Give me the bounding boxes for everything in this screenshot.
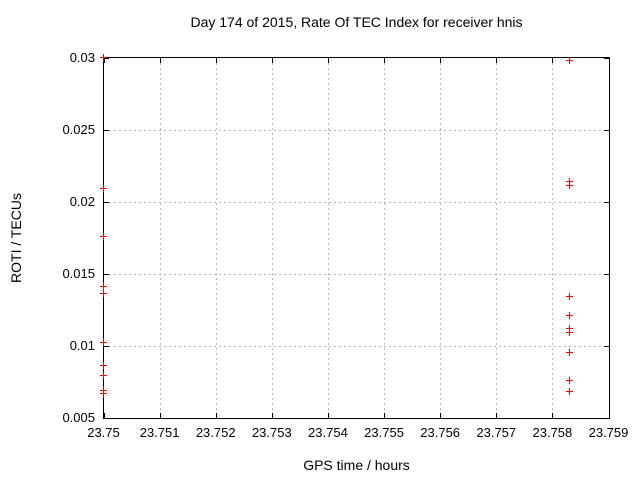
horizontal-gridline	[104, 345, 609, 347]
x-tick-label: 23.752	[195, 425, 236, 440]
x-tick-label: 23.755	[364, 425, 404, 440]
data-point	[565, 349, 573, 357]
x-tick-label: 23.759	[588, 425, 629, 440]
y-tick-label: 0.02	[69, 193, 95, 209]
y-tick-mark	[604, 129, 609, 131]
x-tick-mark	[496, 413, 498, 418]
x-tick-mark	[215, 413, 217, 418]
data-point	[565, 182, 573, 190]
data-point	[100, 185, 107, 193]
x-tick-label: 23.758	[532, 425, 573, 440]
data-point	[565, 324, 573, 332]
x-tick-mark	[552, 413, 554, 418]
y-tick-mark	[104, 57, 109, 59]
horizontal-gridline	[104, 273, 609, 275]
y-tick-mark	[104, 273, 109, 275]
x-tick-mark	[440, 413, 442, 418]
y-tick-mark	[604, 417, 609, 419]
x-tick-mark	[159, 413, 161, 418]
data-point	[100, 339, 107, 347]
x-tick-label: 23.75	[87, 425, 120, 440]
y-tick-label: 0.01	[69, 337, 95, 353]
x-tick-mark	[608, 58, 610, 63]
y-tick-mark	[104, 129, 109, 131]
x-tick-mark	[608, 413, 610, 418]
vertical-gridline	[552, 58, 554, 418]
y-tick-label: 0.005	[62, 409, 95, 425]
x-tick-label: 23.754	[308, 425, 348, 440]
x-axis-label: GPS time / hours	[303, 457, 410, 473]
y-axis-label-container: ROTI / TECUs	[2, 57, 30, 419]
x-tick-label: 23.756	[420, 425, 461, 440]
x-tick-mark	[103, 58, 105, 63]
x-tick-label: 23.757	[476, 425, 517, 440]
y-tick-label: 0.03	[69, 49, 95, 65]
data-point	[100, 232, 107, 240]
data-point	[565, 388, 573, 396]
x-tick-mark	[384, 413, 386, 418]
vertical-gridline	[327, 58, 329, 418]
y-tick-mark	[104, 201, 109, 203]
chart-title: Day 174 of 2015, Rate Of TEC Index for r…	[190, 14, 523, 30]
x-tick-mark	[552, 58, 554, 63]
x-tick-mark	[327, 58, 329, 63]
x-tick-mark	[215, 58, 217, 63]
data-point	[100, 282, 107, 290]
y-tick-label: 0.025	[62, 121, 95, 137]
x-tick-label: 23.751	[139, 425, 180, 440]
x-tick-mark	[271, 58, 273, 63]
x-tick-label: 23.753	[251, 425, 292, 440]
vertical-gridline	[159, 58, 161, 418]
data-point	[565, 56, 573, 64]
data-point	[565, 311, 573, 319]
x-tick-mark	[384, 58, 386, 63]
y-tick-mark	[604, 273, 609, 275]
data-point	[565, 329, 573, 337]
x-tick-mark	[271, 413, 273, 418]
horizontal-gridline	[104, 201, 609, 203]
data-point	[100, 362, 107, 370]
x-tick-mark	[159, 58, 161, 63]
y-tick-mark	[604, 57, 609, 59]
plot-area	[100, 54, 610, 419]
y-tick-mark	[104, 417, 109, 419]
x-tick-mark	[496, 58, 498, 63]
data-point	[100, 54, 107, 61]
data-point	[100, 290, 107, 298]
data-point	[565, 177, 573, 185]
y-tick-mark	[604, 345, 609, 347]
vertical-gridline	[496, 58, 498, 418]
y-tick-mark	[604, 201, 609, 203]
vertical-gridline	[271, 58, 273, 418]
vertical-gridline	[215, 58, 217, 418]
data-point	[565, 293, 573, 301]
x-tick-mark	[103, 413, 105, 418]
data-point	[100, 389, 107, 397]
x-tick-mark	[440, 58, 442, 63]
vertical-gridline	[384, 58, 386, 418]
data-point	[565, 376, 573, 384]
x-tick-mark	[327, 413, 329, 418]
y-tick-label: 0.015	[62, 265, 95, 281]
horizontal-gridline	[104, 129, 609, 131]
vertical-gridline	[440, 58, 442, 418]
y-tick-mark	[104, 345, 109, 347]
data-point	[100, 372, 107, 380]
